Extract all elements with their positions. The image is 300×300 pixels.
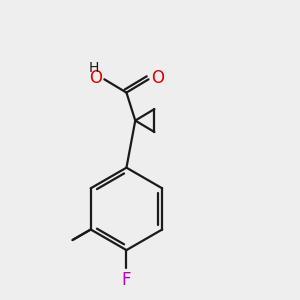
Text: F: F [122, 271, 131, 289]
Text: H: H [89, 61, 99, 75]
Text: O: O [152, 69, 164, 87]
Text: O: O [89, 69, 102, 87]
